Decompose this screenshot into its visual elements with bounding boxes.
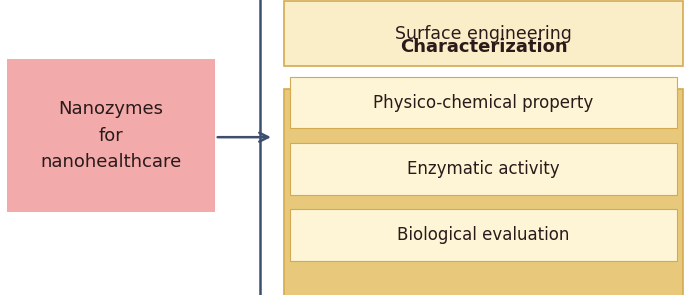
FancyBboxPatch shape bbox=[290, 209, 677, 261]
Text: Nanozymes
for
nanohealthcare: Nanozymes for nanohealthcare bbox=[40, 100, 182, 171]
FancyBboxPatch shape bbox=[290, 143, 677, 195]
FancyBboxPatch shape bbox=[284, 1, 683, 66]
Text: Biological evaluation: Biological evaluation bbox=[397, 226, 570, 244]
Text: Physico-chemical property: Physico-chemical property bbox=[374, 94, 593, 112]
FancyBboxPatch shape bbox=[284, 88, 683, 295]
Text: Characterization: Characterization bbox=[400, 38, 568, 56]
Text: Surface engineering: Surface engineering bbox=[395, 25, 572, 43]
Text: Enzymatic activity: Enzymatic activity bbox=[407, 160, 560, 178]
FancyBboxPatch shape bbox=[7, 59, 215, 212]
FancyBboxPatch shape bbox=[290, 77, 677, 128]
